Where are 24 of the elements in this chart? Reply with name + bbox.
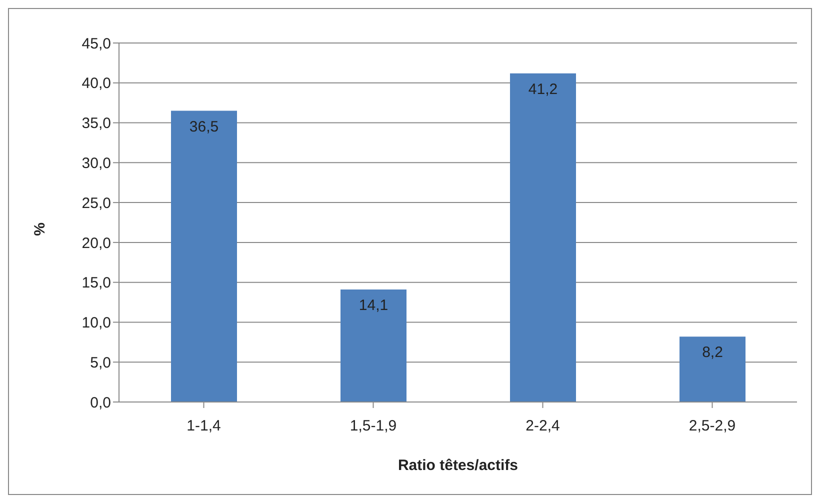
y-tick-label: 5,0	[90, 354, 111, 372]
bar	[510, 73, 576, 402]
y-tick-label: 0,0	[90, 394, 111, 412]
y-tick-label: 10,0	[82, 314, 111, 332]
data-label: 36,5	[189, 118, 219, 136]
y-tick-label: 45,0	[82, 35, 111, 52]
y-tick-label: 35,0	[82, 115, 111, 132]
y-tick-label: 40,0	[82, 75, 111, 92]
y-axis-title: %	[31, 222, 48, 236]
x-tick-label: 2,5-2,9	[688, 418, 736, 435]
bar	[680, 336, 746, 402]
bar	[340, 290, 406, 402]
y-tick-label: 15,0	[82, 274, 111, 292]
data-label: 8,2	[702, 344, 723, 362]
x-tick-label: 1,5-1,9	[350, 418, 397, 435]
data-label: 14,1	[358, 297, 388, 314]
data-label: 41,2	[528, 80, 558, 98]
x-tick-label: 1-1,4	[186, 418, 221, 435]
y-tick-label: 25,0	[82, 194, 111, 212]
y-tick-label: 20,0	[82, 234, 111, 252]
x-axis-title: Ratio têtes/actifs	[398, 457, 518, 474]
bar	[171, 110, 237, 402]
y-tick-label: 30,0	[82, 154, 111, 172]
x-tick-label: 2-2,4	[526, 418, 560, 435]
